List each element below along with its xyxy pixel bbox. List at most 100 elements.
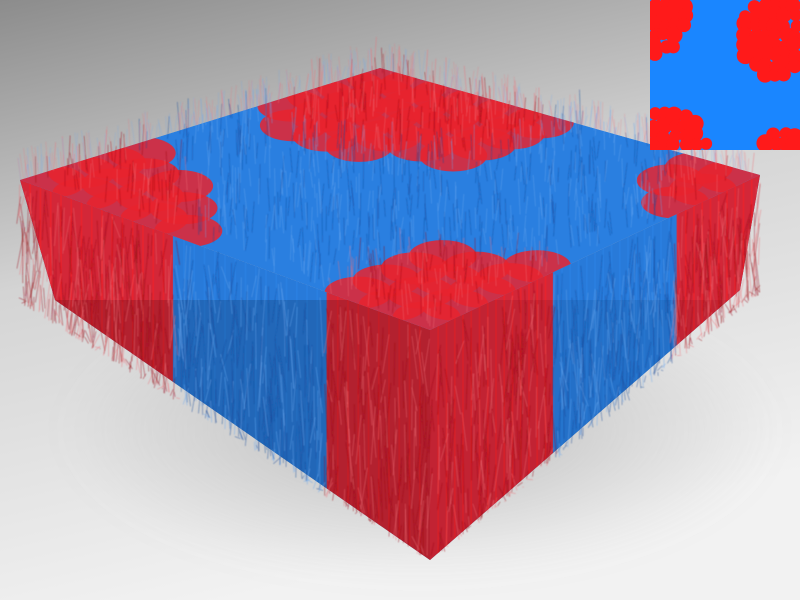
fur-strand: [724, 202, 727, 236]
fur-strand: [391, 221, 394, 240]
fur-strand: [32, 227, 38, 254]
fur-rim-strand: [606, 116, 611, 132]
fur-strand: [182, 278, 185, 313]
fur-strand: [660, 149, 662, 181]
fur-strand: [289, 302, 296, 327]
fur-rim-strand: [562, 97, 565, 120]
fur-strand: [111, 217, 114, 264]
fur-strand: [161, 371, 168, 392]
fur-strand: [333, 248, 337, 265]
fur-strand: [384, 396, 388, 448]
fur-rim-strand: [704, 149, 709, 160]
fur-strand: [370, 400, 377, 458]
fur-strand: [138, 297, 143, 353]
fur-strand: [570, 120, 574, 137]
fur-strand: [312, 132, 315, 155]
fur-strand: [237, 326, 243, 366]
fur-strand: [244, 236, 249, 251]
fur-strand: [596, 225, 599, 247]
fur-strand: [539, 101, 542, 136]
fur-strand: [364, 93, 366, 110]
fur-strand: [261, 285, 267, 336]
fur-strand: [351, 138, 355, 173]
fur-strand: [504, 352, 512, 398]
fur-strand: [512, 214, 515, 232]
fur-strand: [623, 270, 627, 307]
texture-red-blob: [655, 117, 673, 135]
fur-rim-strand: [403, 49, 407, 75]
fur-strand: [351, 434, 355, 457]
fur-strand: [515, 383, 518, 405]
fur-strand: [232, 332, 235, 363]
fur-strand: [470, 327, 472, 367]
fur-strand: [644, 172, 647, 205]
fur-rim-strand: [242, 90, 246, 111]
fur-strand: [73, 281, 80, 326]
fur-strand: [44, 190, 49, 218]
fur-strand: [206, 141, 210, 166]
fur-rim-strand: [287, 82, 292, 96]
fur-strand: [111, 346, 114, 362]
fur-rim-strand: [459, 78, 463, 92]
fur-strand: [104, 176, 108, 203]
fur-strand: [33, 190, 38, 244]
fur-strand: [348, 86, 352, 118]
right-band: [585, 175, 596, 560]
fur-strand: [724, 303, 733, 316]
fur-strand: [594, 311, 597, 369]
fur-strand: [253, 441, 256, 451]
fur-strand: [259, 355, 263, 408]
fur-strand: [613, 386, 620, 407]
fur-strand: [349, 245, 353, 279]
fur-strand: [478, 399, 481, 446]
fur-strand: [249, 307, 251, 332]
fur-strand: [421, 250, 425, 283]
right-band: [462, 175, 473, 560]
fur-strand: [97, 258, 102, 314]
fur-strand: [198, 305, 204, 334]
fur-rim-strand: [86, 132, 90, 159]
fur-strand: [453, 245, 455, 270]
fur-strand: [167, 116, 170, 139]
fur-strand: [591, 146, 595, 177]
fur-strand: [404, 157, 406, 176]
fur-rim-strand: [139, 122, 145, 142]
fur-strand: [579, 89, 581, 125]
right-band: [552, 175, 563, 560]
fur-strand: [506, 419, 511, 467]
fur-strand: [745, 235, 747, 270]
fur-strand: [367, 272, 372, 307]
fur-strand: [672, 304, 676, 341]
fur-strand: [476, 198, 480, 215]
fur-strand: [757, 182, 761, 209]
fur-strand: [383, 107, 387, 135]
fur-strand: [473, 399, 478, 426]
fur-strand: [193, 345, 196, 401]
fur-strand: [392, 288, 395, 314]
fur-strand: [404, 380, 408, 418]
fur-strand: [307, 95, 311, 115]
fur-strand: [470, 134, 473, 160]
fur-strand: [240, 108, 245, 144]
fur-strand: [219, 339, 227, 364]
fur-strand: [507, 295, 513, 325]
fur-strand: [511, 411, 517, 459]
fur-rim-strand: [619, 119, 622, 136]
fur-strand: [657, 156, 660, 184]
fur-strand: [285, 197, 287, 231]
fur-strand: [96, 220, 100, 260]
fur-strand: [217, 261, 222, 320]
fur-strand: [359, 444, 362, 501]
fur-strand: [428, 112, 431, 129]
fur-strand: [482, 264, 485, 280]
fur-strand: [496, 418, 503, 450]
fur-strand: [397, 249, 400, 276]
fur-strand: [107, 255, 111, 280]
fur-strand: [712, 241, 717, 266]
fur-strand: [343, 489, 346, 507]
fur-strand: [190, 279, 196, 326]
fur-rim-strand: [624, 117, 629, 139]
fur-strand: [540, 120, 544, 136]
fur-strand: [418, 133, 422, 164]
fur-strand: [477, 171, 481, 200]
